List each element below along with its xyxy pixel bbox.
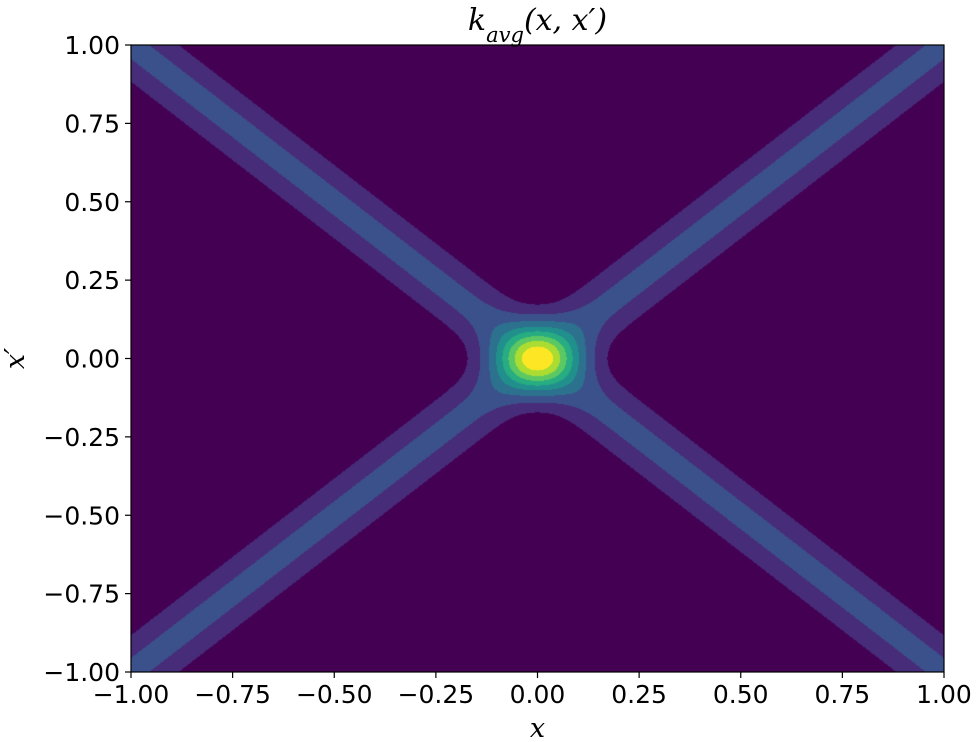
x-tick-label: 0.00: [510, 680, 566, 709]
x-tick-label: −0.50: [296, 680, 373, 709]
y-axis: −1.00 −0.75 −0.50 −0.25 0.00 0.25 0.50 0.75 1.00: [43, 31, 131, 687]
x-tick-label: 0.75: [815, 680, 871, 709]
y-tick-label: 0.25: [64, 266, 120, 295]
x-axis: −1.00 −0.75 −0.50 −0.25 0.00 0.25 0.50 0.75 1.00: [93, 672, 972, 709]
x-tick-label: 1.00: [916, 680, 972, 709]
x-axis-label: x: [530, 713, 545, 742]
y-tick-label: 0.75: [64, 109, 120, 138]
y-axis-label: x′: [0, 348, 31, 369]
chart-title-subscript: avg: [486, 23, 524, 47]
y-tick-label: 1.00: [64, 31, 120, 60]
y-tick-label: 0.00: [64, 345, 120, 374]
contour-fill: [131, 45, 944, 672]
y-tick-label: 0.50: [64, 188, 120, 217]
chart-title-main: k: [468, 3, 486, 38]
plot-area: [131, 45, 944, 672]
x-tick-label: −0.75: [194, 680, 271, 709]
chart-title: kavg(x, x′): [468, 3, 607, 47]
y-tick-label: −0.75: [43, 580, 120, 609]
y-tick-label: −1.00: [43, 658, 120, 687]
y-tick-label: −0.25: [43, 423, 120, 452]
x-tick-label: −0.25: [398, 680, 475, 709]
x-tick-label: 0.50: [713, 680, 769, 709]
y-tick-label: −0.50: [43, 501, 120, 530]
chart-title-args: (x, x′): [524, 3, 607, 38]
x-tick-label: 0.25: [611, 680, 667, 709]
x-tick-label: −1.00: [93, 680, 170, 709]
